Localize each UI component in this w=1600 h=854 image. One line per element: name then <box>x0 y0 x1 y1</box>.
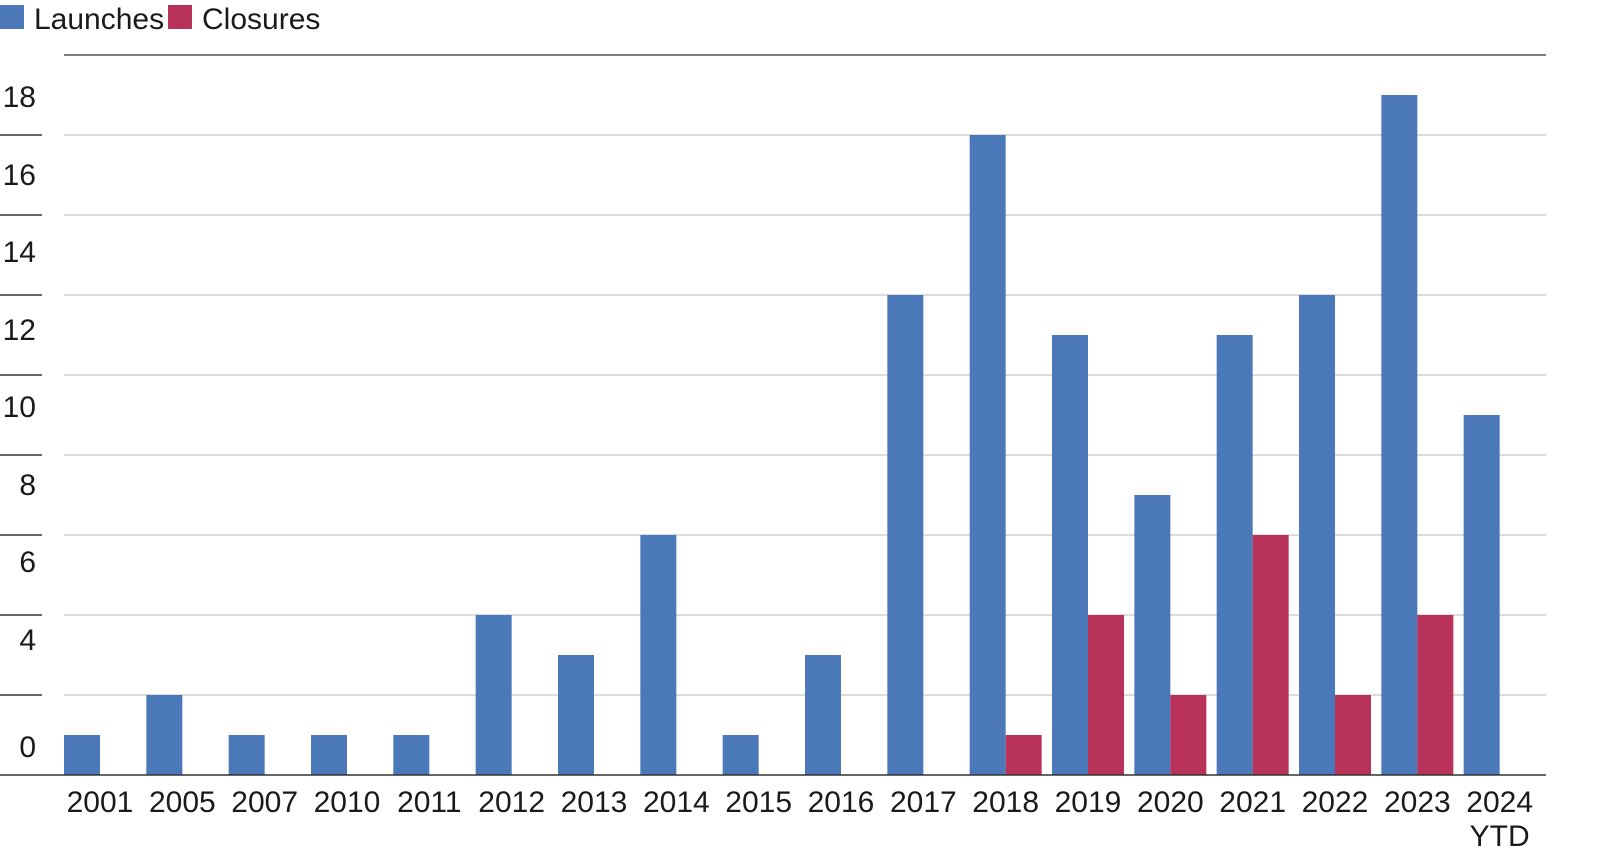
bar-launches-2017 <box>887 295 924 775</box>
x-tick-label: 2017 <box>890 786 957 819</box>
x-tick-label: 2011 <box>397 786 462 819</box>
x-tick-label: 2014 <box>643 786 710 819</box>
bar-launches-2010 <box>311 735 347 775</box>
x-tick-label: 2013 <box>561 786 628 819</box>
y-tick-label: 16 <box>3 159 36 192</box>
bar-launches-2007 <box>228 735 265 775</box>
bars <box>64 95 1500 775</box>
legend-label-closures: Closures <box>202 3 320 36</box>
legend-swatch-launches <box>0 5 24 29</box>
x-tick-label: 2012 <box>478 786 545 819</box>
bar-launches-2022 <box>1299 295 1335 775</box>
bar-closures-2022 <box>1335 695 1371 775</box>
bar-closures-2018 <box>1005 735 1042 775</box>
x-tick-label: 2020 <box>1137 786 1204 819</box>
y-tick-label: 6 <box>19 546 36 579</box>
legend-swatch-closures <box>168 5 192 29</box>
y-tick-label: 18 <box>3 81 36 114</box>
y-tick-label: 10 <box>3 391 36 424</box>
bar-launches-2019 <box>1052 335 1088 775</box>
x-tick-label: 2015 <box>725 786 792 819</box>
x-tick-label: 2007 <box>231 786 298 819</box>
y-axis: 0 4 6 8 10 12 14 16 18 <box>0 81 42 776</box>
x-tick-label: 2022 <box>1302 786 1369 819</box>
bar-launches-2005 <box>146 695 183 775</box>
x-tick-label: 2005 <box>149 786 216 819</box>
y-tick-label: 4 <box>19 624 36 657</box>
bar-launches-2023 <box>1381 95 1418 775</box>
bar-closures-2021 <box>1252 535 1289 775</box>
bar-launches-2020 <box>1134 495 1171 775</box>
bar-launches-2015 <box>722 735 759 775</box>
x-tick-label: 2010 <box>314 786 381 819</box>
bar-launches-2011 <box>393 735 430 775</box>
gridlines <box>64 54 1546 696</box>
legend-label-launches: Launches <box>34 3 164 36</box>
bar-closures-2020 <box>1170 695 1207 775</box>
x-tick-label: 2023 <box>1384 786 1451 819</box>
bar-launches-2012 <box>475 615 512 775</box>
x-tick-label: 2018 <box>972 786 1039 819</box>
x-tick-label: 2016 <box>808 786 875 819</box>
y-tick-label: 12 <box>3 314 36 347</box>
bar-launches-2001 <box>64 735 100 775</box>
bar-launches-2021 <box>1216 335 1253 775</box>
x-tick-label: 2021 <box>1219 786 1286 819</box>
bar-closures-2019 <box>1088 615 1124 775</box>
y-tick-label: 14 <box>3 236 36 269</box>
y-tick-label: 0 <box>19 731 36 764</box>
bar-launches-2016 <box>805 655 841 775</box>
legend: Launches Closures <box>0 3 320 36</box>
x-tick-label: 2001 <box>67 786 134 819</box>
bar-closures-2023 <box>1417 615 1454 775</box>
x-tick-label: 2024 YTD <box>1466 786 1533 853</box>
y-tick-label: 8 <box>19 469 36 502</box>
bar-launches-2024 <box>1463 415 1500 775</box>
x-tick-label: 2019 <box>1055 786 1122 819</box>
x-axis: 2001 2005 2007 2010 2011 2012 2013 2014 2015 2016… <box>42 774 1546 853</box>
bar-launches-2013 <box>558 655 594 775</box>
bar-launches-2018 <box>969 135 1006 775</box>
bar-launches-2014 <box>640 535 677 775</box>
